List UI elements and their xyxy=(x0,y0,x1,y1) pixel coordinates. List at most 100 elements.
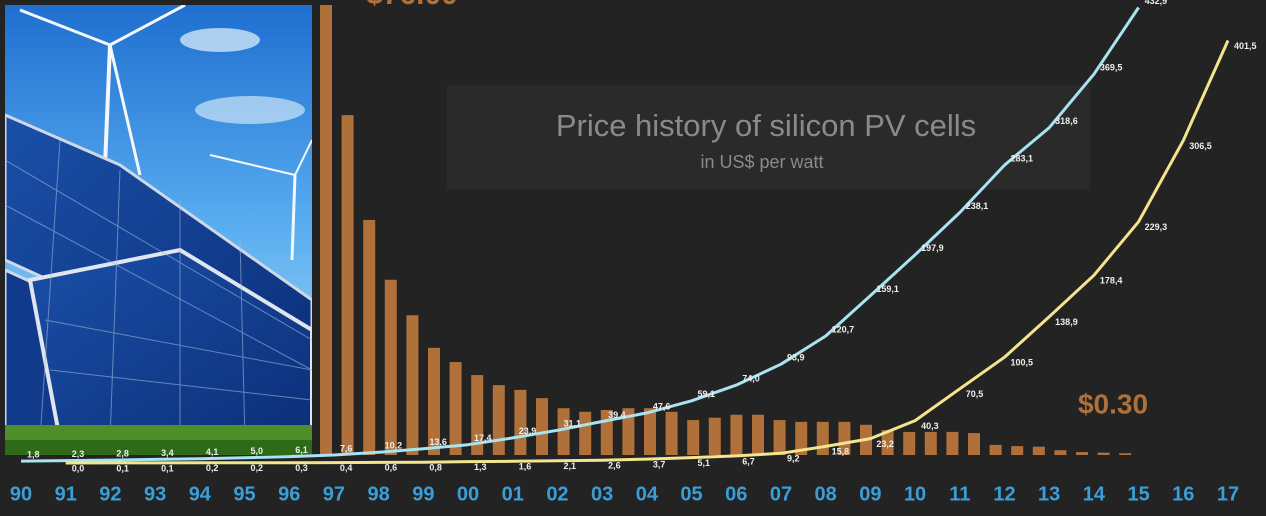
bar xyxy=(752,415,764,455)
x-tick-label: 99 xyxy=(412,483,434,505)
data-label: 6,1 xyxy=(295,445,308,455)
bar xyxy=(1119,453,1131,455)
data-label: 283,1 xyxy=(1010,153,1033,163)
data-label: 39,4 xyxy=(608,410,626,420)
bar xyxy=(558,408,570,455)
x-tick-label: 97 xyxy=(323,483,345,505)
bar xyxy=(903,432,915,455)
data-label: 10,2 xyxy=(385,441,403,451)
x-tick-label: 06 xyxy=(725,483,747,505)
bar xyxy=(990,445,1002,455)
bar xyxy=(1033,447,1045,455)
data-label: 0,8 xyxy=(429,463,442,473)
bar xyxy=(450,362,462,455)
data-label: 318,6 xyxy=(1055,116,1078,126)
x-tick-label: 16 xyxy=(1172,483,1194,505)
bar xyxy=(774,420,786,455)
x-tick-label: 05 xyxy=(680,483,702,505)
data-label: 138,9 xyxy=(1055,317,1078,327)
bar xyxy=(536,398,548,455)
data-label: 7,6 xyxy=(340,443,353,453)
data-label: 2,6 xyxy=(608,461,621,471)
bar xyxy=(406,315,418,455)
bar xyxy=(1054,450,1066,455)
bar xyxy=(514,390,526,455)
data-label: 3,4 xyxy=(161,448,174,458)
x-tick-label: 90 xyxy=(10,483,32,505)
x-tick-label: 08 xyxy=(815,483,837,505)
data-label: 401,5 xyxy=(1234,41,1257,51)
bar xyxy=(363,220,375,455)
data-label: 432,9 xyxy=(1145,0,1168,6)
x-tick-label: 17 xyxy=(1217,483,1239,505)
x-tick-label: 94 xyxy=(189,483,212,505)
data-label: 0,2 xyxy=(251,463,264,473)
data-label: 31,1 xyxy=(563,419,581,429)
data-label: 5,0 xyxy=(251,446,264,456)
x-tick-label: 00 xyxy=(457,483,479,505)
data-label: 1,6 xyxy=(519,462,532,472)
chart-title: Price history of silicon PV cells xyxy=(556,108,976,143)
x-tick-label: 07 xyxy=(770,483,792,505)
data-label: 369,5 xyxy=(1100,63,1123,73)
data-label: 1,3 xyxy=(474,462,487,472)
x-tick-label: 01 xyxy=(502,483,524,505)
x-tick-label: 13 xyxy=(1038,483,1060,505)
bar xyxy=(666,412,678,455)
bar xyxy=(1011,446,1023,455)
data-label: 15,8 xyxy=(832,447,850,457)
x-tick-label: 96 xyxy=(278,483,300,505)
x-tick-label: 02 xyxy=(546,483,568,505)
bar xyxy=(946,432,958,455)
data-label: 5,1 xyxy=(698,458,711,468)
data-label: 0,2 xyxy=(206,463,219,473)
data-label: 0,1 xyxy=(116,463,129,473)
x-tick-label: 92 xyxy=(99,483,121,505)
bar xyxy=(644,408,656,455)
data-label: 70,5 xyxy=(966,389,984,399)
bar xyxy=(687,420,699,455)
data-label: 100,5 xyxy=(1010,358,1033,368)
data-label: 229,3 xyxy=(1145,222,1168,232)
data-label: 40,3 xyxy=(921,421,939,431)
chart: Price history of silicon PV cells in US$… xyxy=(0,0,1266,516)
data-label: 3,7 xyxy=(653,459,666,469)
photo xyxy=(5,5,312,455)
x-tick-label: 15 xyxy=(1127,483,1149,505)
data-label: 6,7 xyxy=(742,456,755,466)
data-label: 159,1 xyxy=(876,284,899,294)
data-label: 1,8 xyxy=(27,449,40,459)
bar xyxy=(968,433,980,455)
bar xyxy=(579,412,591,455)
x-tick-label: 14 xyxy=(1083,483,1106,505)
x-tick-label: 11 xyxy=(949,483,970,505)
bar xyxy=(493,385,505,455)
chart-subtitle: in US$ per watt xyxy=(700,152,823,172)
data-label: 74,0 xyxy=(742,374,760,384)
x-tick-label: 10 xyxy=(904,483,926,505)
x-tick-label: 04 xyxy=(636,483,659,505)
data-label: 0,3 xyxy=(295,463,308,473)
x-tick-label: 91 xyxy=(55,483,77,505)
data-label: 0,1 xyxy=(161,463,174,473)
bar xyxy=(730,415,742,455)
bar xyxy=(709,418,721,455)
data-label: 23,2 xyxy=(876,439,894,449)
bar xyxy=(817,422,829,455)
data-label: 178,4 xyxy=(1100,276,1123,286)
x-tick-label: 12 xyxy=(993,483,1015,505)
bar xyxy=(1076,452,1088,455)
x-tick-label: 03 xyxy=(591,483,613,505)
data-label: 2,1 xyxy=(563,461,576,471)
page: Price history of silicon PV cells in US$… xyxy=(0,0,1266,516)
data-label: 238,1 xyxy=(966,201,989,211)
data-label: 197,9 xyxy=(921,243,944,253)
data-label: 13,6 xyxy=(429,437,447,447)
data-label: 2,3 xyxy=(72,449,85,459)
x-tick-label: 98 xyxy=(368,483,390,505)
data-label: 2,8 xyxy=(116,448,129,458)
annotation: $0.30 xyxy=(1078,388,1148,419)
bar xyxy=(320,5,332,455)
x-tick-label: 93 xyxy=(144,483,166,505)
bar xyxy=(342,115,354,455)
